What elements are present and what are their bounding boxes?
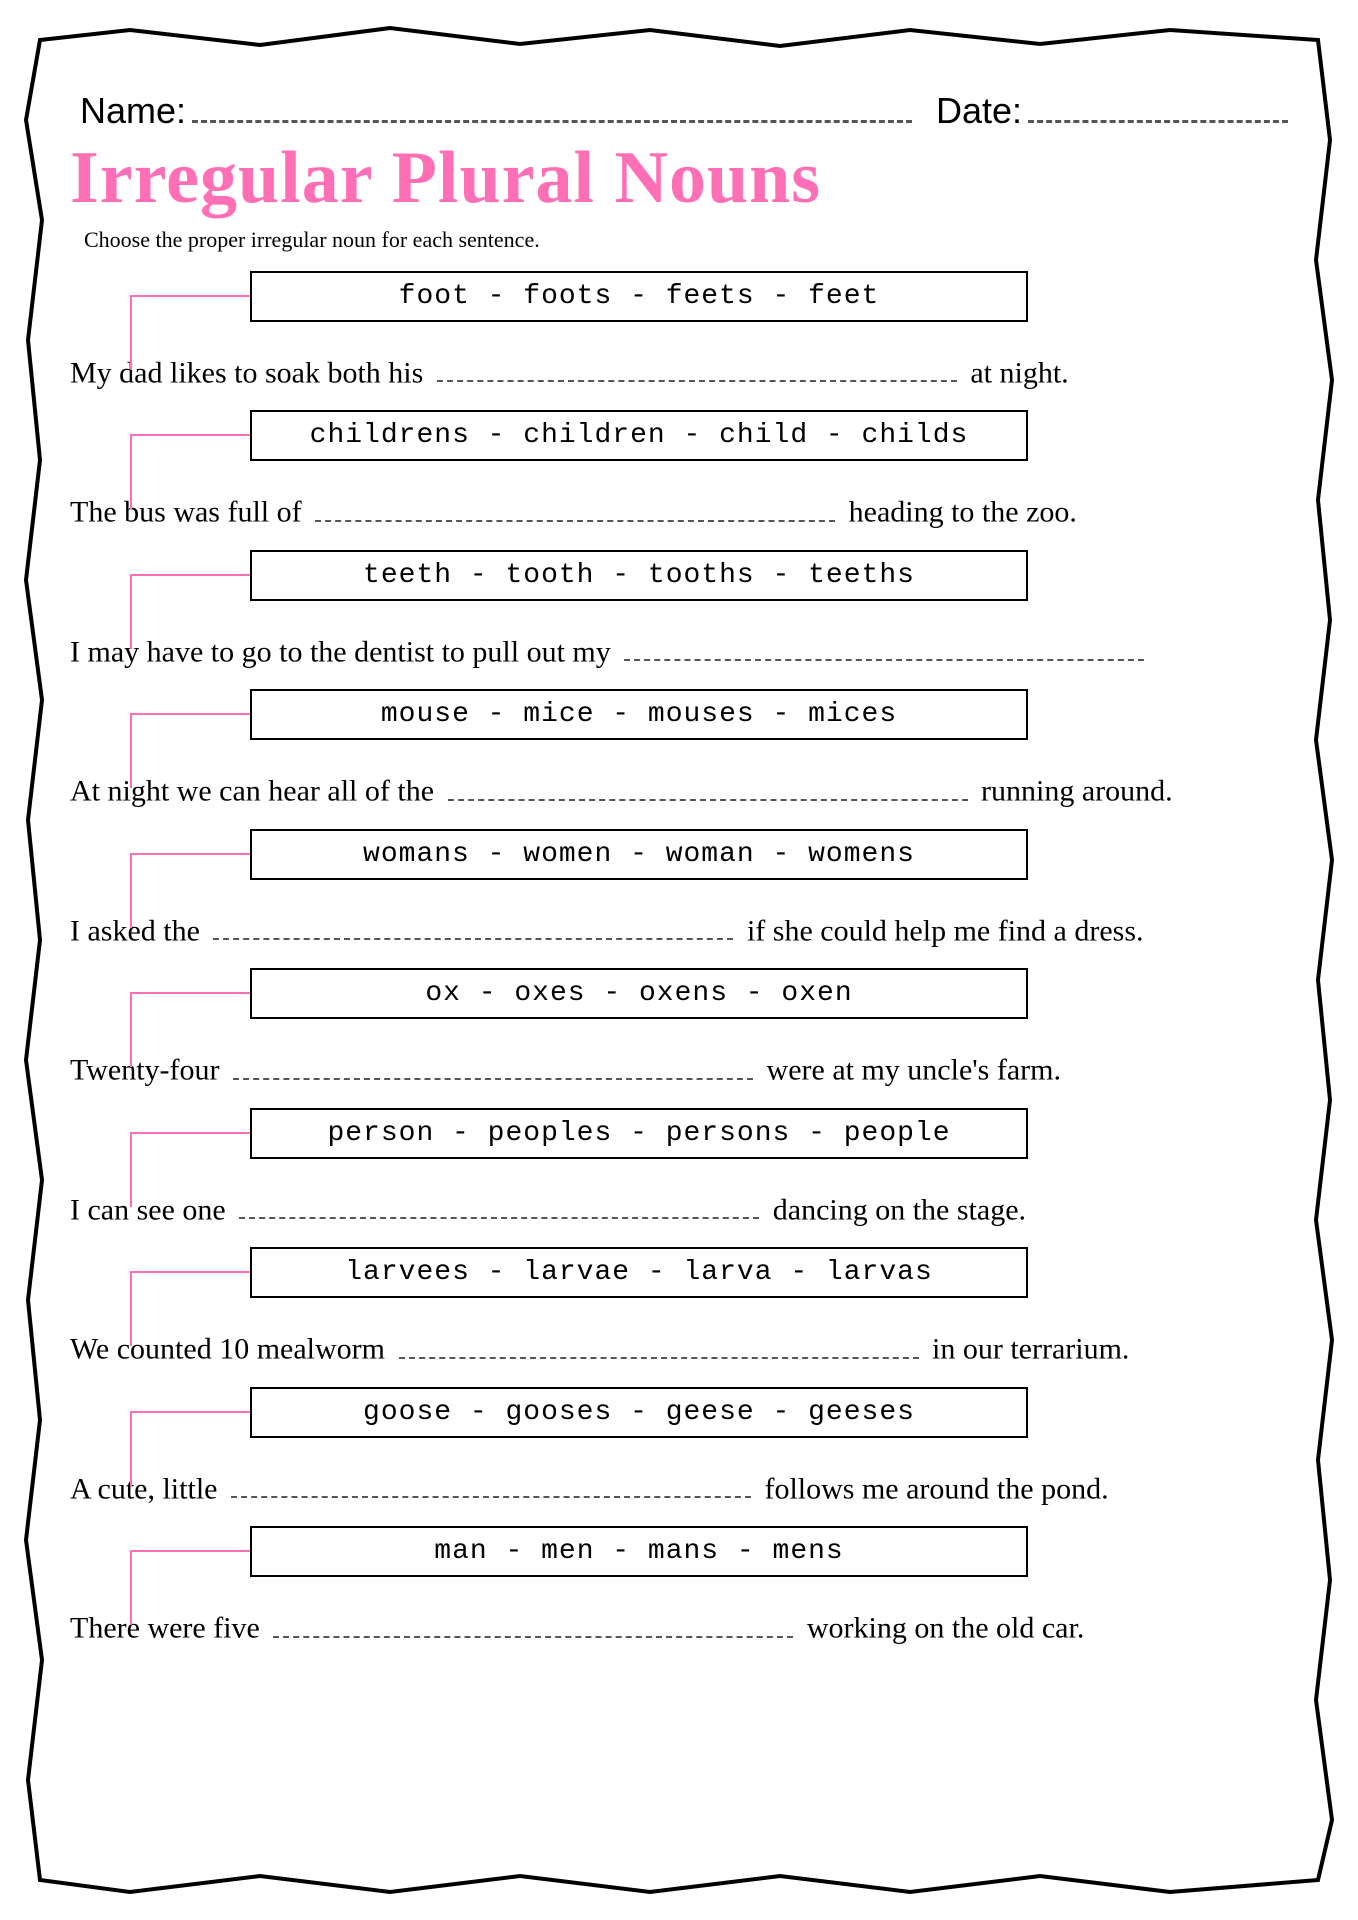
answer-blank[interactable] xyxy=(448,772,968,801)
problem-item: teeth - tooth - tooths - teeths I may hav… xyxy=(70,550,1288,670)
sentence-line: I may have to go to the dentist to pull … xyxy=(70,633,1288,670)
options-box: childrens - children - child - childs xyxy=(250,410,1028,461)
sentence-before: A cute, little xyxy=(70,1472,225,1505)
sentence-line: We counted 10 mealworm in our terrarium. xyxy=(70,1330,1288,1367)
date-label: Date: xyxy=(936,90,1022,132)
sentence-before: My dad likes to soak both his xyxy=(70,356,431,389)
sentence-before: We counted 10 mealworm xyxy=(70,1333,393,1366)
options-box: womans - women - woman - womens xyxy=(250,829,1028,880)
sentence-before: At night we can hear all of the xyxy=(70,775,442,808)
sentence-line: My dad likes to soak both his at night. xyxy=(70,354,1288,391)
problem-item: childrens - children - child - childs The… xyxy=(70,410,1288,530)
sentence-after: if she could help me find a dress. xyxy=(739,914,1143,947)
worksheet-page: Name: Date: Irregular Plural Nouns Choos… xyxy=(0,0,1358,1920)
answer-blank[interactable] xyxy=(624,633,1144,662)
sentence-line: Twenty-four were at my uncle's farm. xyxy=(70,1051,1288,1088)
problem-item: man - men - mans - mens There were five w… xyxy=(70,1526,1288,1646)
instructions-text: Choose the proper irregular noun for eac… xyxy=(84,227,1288,253)
problem-item: foot - foots - feets - feet My dad likes … xyxy=(70,271,1288,391)
sentence-after: in our terrarium. xyxy=(925,1333,1130,1366)
options-box: man - men - mans - mens xyxy=(250,1526,1028,1577)
options-box: person - peoples - persons - people xyxy=(250,1108,1028,1159)
header-row: Name: Date: xyxy=(80,85,1288,132)
answer-blank[interactable] xyxy=(213,912,733,941)
sentence-after: heading to the zoo. xyxy=(841,496,1077,529)
problem-item: womans - women - woman - womens I asked t… xyxy=(70,829,1288,949)
sentence-after: follows me around the pond. xyxy=(757,1472,1109,1505)
options-box: ox - oxes - oxens - oxen xyxy=(250,968,1028,1019)
problem-item: ox - oxes - oxens - oxen Twenty-four were… xyxy=(70,968,1288,1088)
sentence-line: I can see one dancing on the stage. xyxy=(70,1191,1288,1228)
options-box: mouse - mice - mouses - mices xyxy=(250,689,1028,740)
options-box: teeth - tooth - tooths - teeths xyxy=(250,550,1028,601)
options-box: goose - gooses - geese - geeses xyxy=(250,1387,1028,1438)
answer-blank[interactable] xyxy=(399,1330,919,1359)
sentence-before: The bus was full of xyxy=(70,496,309,529)
answer-blank[interactable] xyxy=(273,1609,793,1638)
options-box: larvees - larvae - larva - larvas xyxy=(250,1247,1028,1298)
sentence-line: I asked the if she could help me find a … xyxy=(70,912,1288,949)
date-input-line[interactable] xyxy=(1028,85,1288,123)
sentence-after: at night. xyxy=(963,356,1069,389)
problem-item: person - peoples - persons - people I can… xyxy=(70,1108,1288,1228)
problem-item: goose - gooses - geese - geeses A cute, l… xyxy=(70,1387,1288,1507)
sentence-line: There were five working on the old car. xyxy=(70,1609,1288,1646)
answer-blank[interactable] xyxy=(233,1051,753,1080)
sentence-after: dancing on the stage. xyxy=(765,1193,1026,1226)
options-box: foot - foots - feets - feet xyxy=(250,271,1028,322)
sentence-before: There were five xyxy=(70,1612,267,1645)
worksheet-title: Irregular Plural Nouns xyxy=(70,136,1288,221)
answer-blank[interactable] xyxy=(239,1191,759,1220)
problems-list: foot - foots - feets - feet My dad likes … xyxy=(70,271,1288,1646)
name-label: Name: xyxy=(80,90,186,132)
sentence-line: A cute, little follows me around the pon… xyxy=(70,1470,1288,1507)
name-input-line[interactable] xyxy=(192,85,912,123)
answer-blank[interactable] xyxy=(437,354,957,383)
sentence-before: Twenty-four xyxy=(70,1054,227,1087)
sentence-before: I asked the xyxy=(70,914,207,947)
problem-item: larvees - larvae - larva - larvas We coun… xyxy=(70,1247,1288,1367)
sentence-after: were at my uncle's farm. xyxy=(759,1054,1061,1087)
problem-item: mouse - mice - mouses - mices At night we… xyxy=(70,689,1288,809)
sentence-line: At night we can hear all of the running … xyxy=(70,772,1288,809)
sentence-after: working on the old car. xyxy=(799,1612,1084,1645)
sentence-before: I can see one xyxy=(70,1193,233,1226)
sentence-before: I may have to go to the dentist to pull … xyxy=(70,635,618,668)
answer-blank[interactable] xyxy=(231,1470,751,1499)
content-area: Name: Date: Irregular Plural Nouns Choos… xyxy=(70,85,1288,1860)
sentence-line: The bus was full of heading to the zoo. xyxy=(70,493,1288,530)
sentence-after: running around. xyxy=(974,775,1173,808)
answer-blank[interactable] xyxy=(315,493,835,522)
